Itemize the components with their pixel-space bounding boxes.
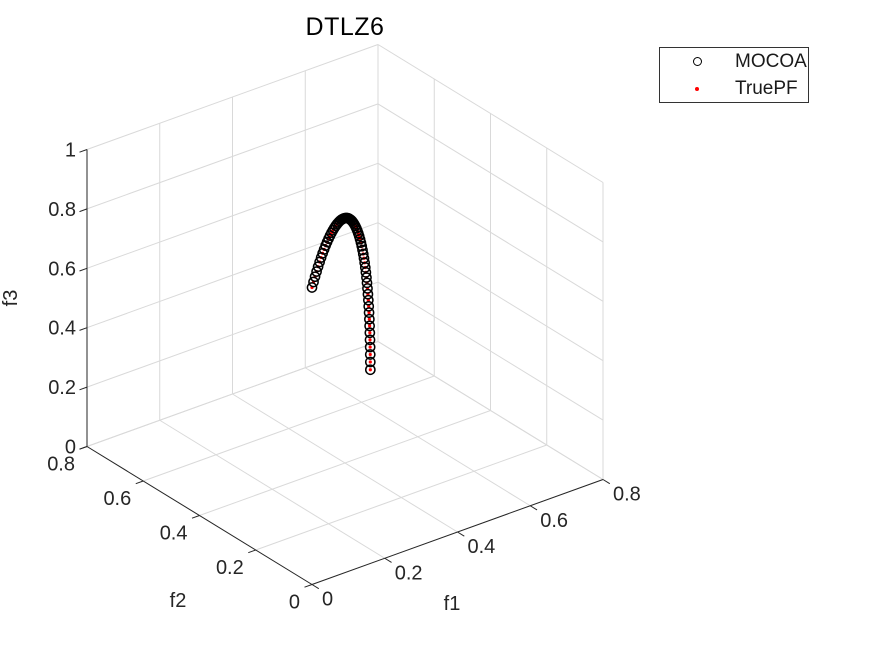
svg-text:0: 0 xyxy=(65,437,76,459)
svg-text:0.6: 0.6 xyxy=(48,258,76,280)
legend-entry-mocoa: MOCOA xyxy=(660,48,808,75)
svg-text:0.2: 0.2 xyxy=(395,562,423,584)
svg-text:0.8: 0.8 xyxy=(47,454,75,476)
dot-marker-icon xyxy=(695,86,699,91)
svg-text:0.2: 0.2 xyxy=(48,377,76,399)
legend-label-truepf: TruePF xyxy=(735,77,798,99)
svg-text:0: 0 xyxy=(322,589,333,611)
legend-label-mocoa: MOCOA xyxy=(735,50,807,72)
svg-text:0: 0 xyxy=(289,592,300,614)
svg-text:0.4: 0.4 xyxy=(160,523,188,545)
svg-text:0.8: 0.8 xyxy=(48,199,76,221)
legend-marker-cell xyxy=(688,53,706,71)
axis-lines xyxy=(79,149,611,590)
grid-lines xyxy=(86,44,604,585)
z-axis-label: f3 xyxy=(0,290,22,307)
svg-text:0.8: 0.8 xyxy=(613,484,641,506)
legend-marker-cell xyxy=(688,80,706,98)
svg-text:0.4: 0.4 xyxy=(468,536,496,558)
y-axis-label: f2 xyxy=(170,590,187,612)
plot-title: DTLZ6 xyxy=(305,13,385,41)
series-mocoa xyxy=(306,212,376,376)
axis-labels: f1 f2 f3 xyxy=(0,290,460,615)
svg-text:0.2: 0.2 xyxy=(216,557,244,579)
svg-text:0.4: 0.4 xyxy=(48,318,76,340)
legend-entry-truepf: TruePF xyxy=(660,75,808,102)
svg-text:1: 1 xyxy=(65,140,76,162)
legend: MOCOA TruePF xyxy=(659,47,809,103)
svg-text:0.6: 0.6 xyxy=(103,488,131,510)
x-axis-label: f1 xyxy=(444,593,461,615)
tick-labels: 00.20.40.60.800.20.40.60.800.20.40.60.81 xyxy=(47,140,641,614)
svg-text:0.6: 0.6 xyxy=(540,510,568,532)
open-circle-marker-icon xyxy=(692,57,702,66)
